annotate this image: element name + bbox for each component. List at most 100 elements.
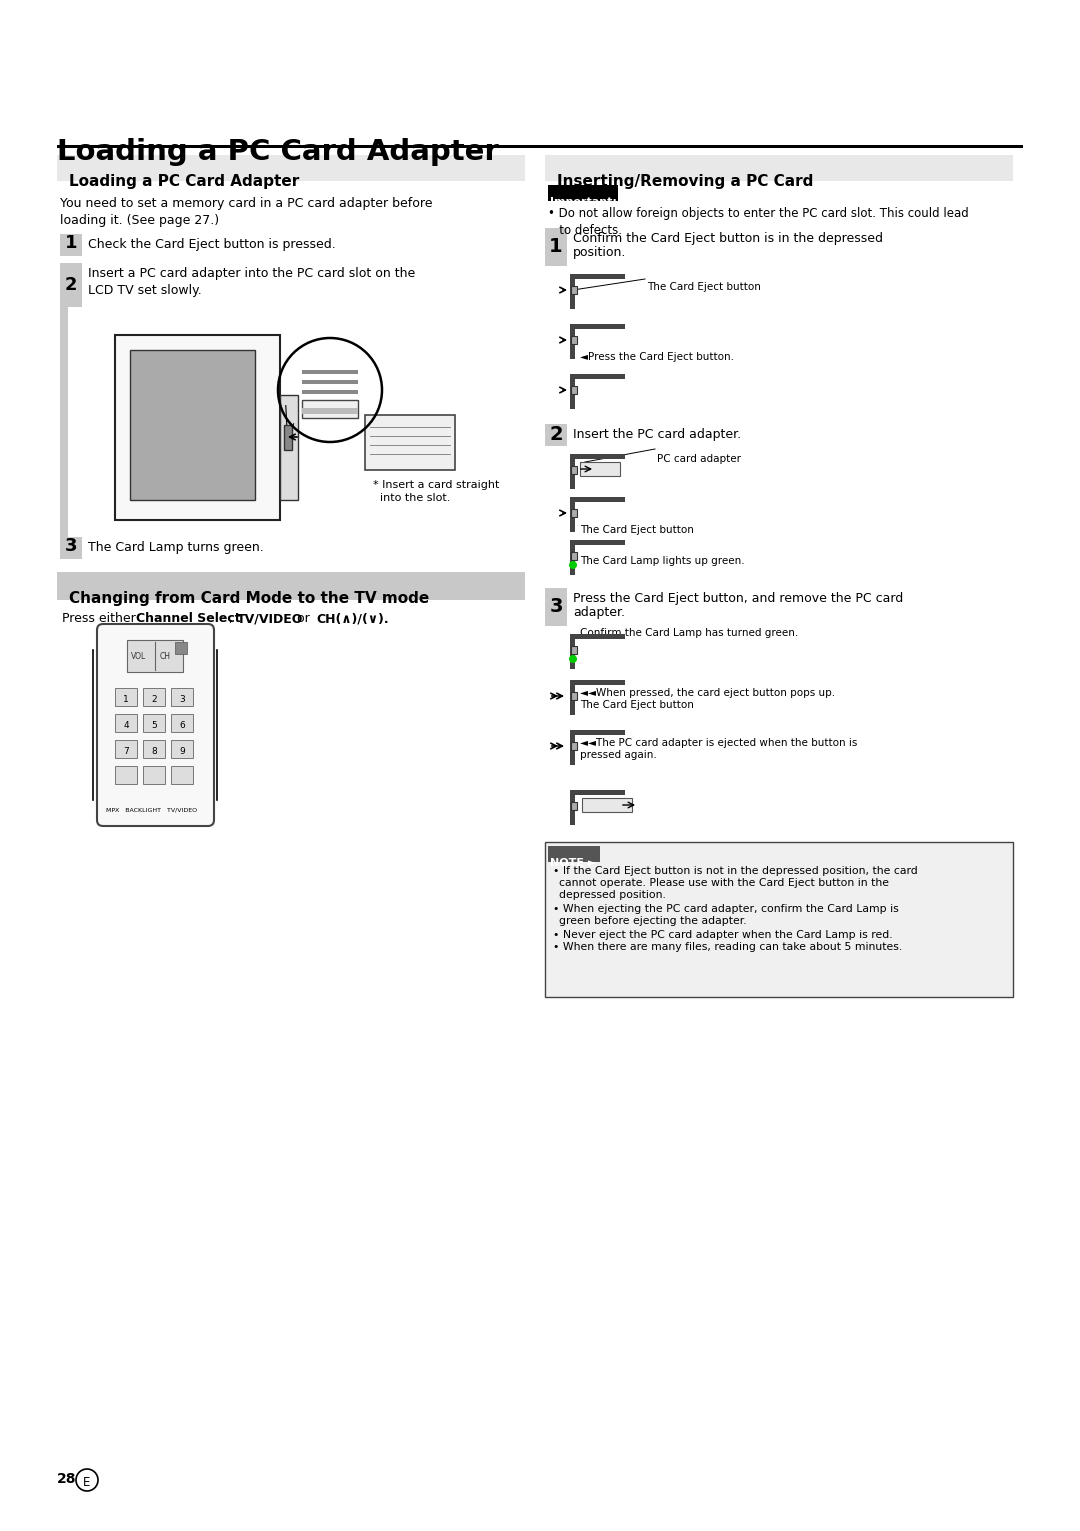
Bar bbox=[280, 395, 298, 501]
Text: NOTE ►: NOTE ► bbox=[550, 857, 596, 868]
Text: Check the Card Eject button is pressed.: Check the Card Eject button is pressed. bbox=[87, 237, 336, 251]
Circle shape bbox=[569, 560, 577, 570]
Bar bbox=[580, 462, 620, 476]
Bar bbox=[60, 234, 82, 256]
Text: PC card adapter: PC card adapter bbox=[657, 455, 741, 464]
Bar bbox=[571, 335, 577, 344]
Text: 9: 9 bbox=[179, 747, 185, 755]
Bar bbox=[114, 739, 137, 758]
Bar bbox=[570, 274, 625, 279]
Bar bbox=[545, 228, 567, 266]
Bar bbox=[171, 713, 193, 732]
Text: 7: 7 bbox=[123, 747, 129, 755]
Text: TV/VIDEO: TV/VIDEO bbox=[237, 612, 303, 625]
Bar bbox=[570, 680, 625, 684]
Bar bbox=[570, 730, 625, 735]
Text: Confirm the Card Eject button is in the depressed: Confirm the Card Eject button is in the … bbox=[573, 233, 883, 245]
Bar bbox=[548, 847, 600, 862]
Bar bbox=[570, 638, 575, 669]
Bar bbox=[570, 459, 575, 488]
Bar bbox=[545, 842, 1013, 997]
Bar bbox=[571, 508, 577, 517]
Bar bbox=[143, 739, 165, 758]
Bar bbox=[60, 308, 68, 537]
Text: Changing from Card Mode to the TV mode: Changing from Card Mode to the TV mode bbox=[69, 591, 429, 606]
Text: 8: 8 bbox=[151, 747, 157, 755]
Text: The Card Lamp lights up green.: The Card Lamp lights up green. bbox=[580, 556, 744, 566]
Bar bbox=[171, 739, 193, 758]
Bar bbox=[57, 155, 525, 181]
Text: You need to set a memory card in a PC card adapter before
loading it. (See page : You need to set a memory card in a PC ca… bbox=[60, 197, 432, 227]
Bar bbox=[302, 400, 357, 418]
Text: Insert the PC card adapter.: Insert the PC card adapter. bbox=[573, 429, 741, 441]
Bar bbox=[302, 380, 357, 384]
Text: The Card Eject button: The Card Eject button bbox=[580, 700, 693, 710]
Text: Insert a PC card adapter into the PC card slot on the
LCD TV set slowly.: Insert a PC card adapter into the PC car… bbox=[87, 266, 415, 297]
Text: 1: 1 bbox=[550, 237, 563, 257]
Bar bbox=[114, 766, 137, 784]
Text: 28: 28 bbox=[57, 1471, 77, 1487]
Bar bbox=[365, 415, 455, 470]
Bar bbox=[143, 766, 165, 784]
Bar bbox=[284, 426, 292, 450]
Text: Press either: Press either bbox=[62, 612, 139, 625]
Bar bbox=[570, 684, 575, 715]
Text: green before ejecting the adapter.: green before ejecting the adapter. bbox=[559, 916, 746, 926]
Bar bbox=[171, 766, 193, 784]
Text: ◄◄When pressed, the card eject button pops up.: ◄◄When pressed, the card eject button po… bbox=[580, 687, 835, 698]
Text: The Card Eject button: The Card Eject button bbox=[580, 525, 693, 534]
Text: ◄◄The PC card adapter is ejected when the button is: ◄◄The PC card adapter is ejected when th… bbox=[580, 738, 858, 749]
Bar bbox=[548, 185, 618, 201]
Text: MPX   BACKLIGHT   TV/VIDEO: MPX BACKLIGHT TV/VIDEO bbox=[106, 808, 198, 813]
Bar bbox=[175, 641, 187, 654]
Text: 2: 2 bbox=[550, 426, 563, 444]
Bar bbox=[570, 790, 625, 795]
Bar bbox=[60, 263, 82, 308]
Text: • When ejecting the PC card adapter, confirm the Card Lamp is: • When ejecting the PC card adapter, con… bbox=[553, 903, 899, 914]
Text: The Card Lamp turns green.: The Card Lamp turns green. bbox=[87, 540, 264, 554]
Text: adapter.: adapter. bbox=[573, 606, 625, 619]
Bar bbox=[127, 640, 183, 672]
Bar bbox=[570, 498, 625, 502]
Bar bbox=[545, 424, 567, 446]
Text: CH: CH bbox=[160, 652, 171, 661]
Bar bbox=[143, 713, 165, 732]
Text: ,: , bbox=[229, 612, 237, 625]
Bar bbox=[570, 374, 625, 380]
Bar bbox=[114, 713, 137, 732]
Bar bbox=[570, 325, 625, 329]
Text: • Do not allow foreign objects to enter the PC card slot. This could lead
   to : • Do not allow foreign objects to enter … bbox=[548, 207, 969, 237]
Bar bbox=[545, 588, 567, 626]
Bar bbox=[302, 407, 357, 413]
Bar bbox=[570, 540, 625, 545]
Circle shape bbox=[569, 655, 577, 663]
Bar bbox=[570, 735, 575, 766]
Text: Press the Card Eject button, and remove the PC card: Press the Card Eject button, and remove … bbox=[573, 592, 903, 605]
Bar bbox=[571, 646, 577, 654]
Text: * Insert a card straight
  into the slot.: * Insert a card straight into the slot. bbox=[373, 481, 499, 504]
Bar bbox=[571, 386, 577, 393]
Text: 5: 5 bbox=[151, 721, 157, 729]
Bar bbox=[302, 371, 357, 374]
Bar bbox=[171, 687, 193, 706]
Text: 3: 3 bbox=[65, 537, 78, 556]
Bar bbox=[571, 553, 577, 560]
Bar bbox=[57, 573, 525, 600]
Bar bbox=[570, 329, 575, 358]
Text: 1: 1 bbox=[123, 695, 129, 704]
Text: depressed position.: depressed position. bbox=[559, 890, 666, 900]
Bar bbox=[571, 465, 577, 475]
Bar bbox=[143, 687, 165, 706]
Bar bbox=[302, 390, 357, 393]
Bar bbox=[570, 795, 575, 825]
Text: 3: 3 bbox=[179, 695, 185, 704]
Bar bbox=[570, 380, 575, 409]
Text: pressed again.: pressed again. bbox=[580, 750, 657, 759]
Bar bbox=[571, 286, 577, 294]
Text: Loading a PC Card Adapter: Loading a PC Card Adapter bbox=[69, 175, 299, 188]
Text: 6: 6 bbox=[179, 721, 185, 729]
Text: • When there are many files, reading can take about 5 minutes.: • When there are many files, reading can… bbox=[553, 942, 902, 952]
Text: position.: position. bbox=[573, 246, 626, 259]
Text: 2: 2 bbox=[151, 695, 157, 704]
Text: Important:: Important: bbox=[550, 197, 617, 207]
